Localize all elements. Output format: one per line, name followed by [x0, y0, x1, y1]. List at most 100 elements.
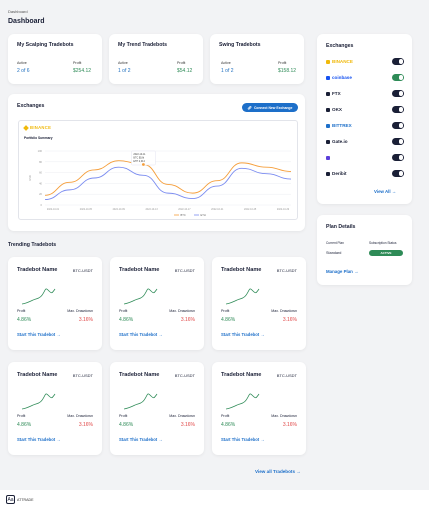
- exchange-row: coinbase: [326, 72, 404, 83]
- legend-label: BTC: [181, 213, 186, 217]
- view-all-exchanges-link[interactable]: View All →: [374, 189, 396, 194]
- exchange-row: Gate.io: [326, 136, 404, 147]
- tooltip-line: ETH 2,014: [133, 160, 145, 163]
- x-tick-label: 2022-10-25: [244, 208, 257, 211]
- start-tradebot-link[interactable]: Start This Tradebot →: [221, 332, 265, 337]
- tradebot-pair: BTC-USDT: [276, 373, 297, 378]
- active-value: 1 of 2: [118, 68, 131, 74]
- exchange-toggle[interactable]: [392, 90, 404, 97]
- arrow-right-icon: →: [56, 332, 61, 337]
- profit-value: $158.12: [278, 68, 297, 74]
- drawdown-value: 3.16%: [78, 422, 93, 428]
- summary-card-trend[interactable]: My Trend Tradebots Active Profit 1 of 2 …: [109, 34, 203, 84]
- profit-label: Profit: [177, 61, 186, 65]
- exchange-toggle[interactable]: [392, 106, 404, 113]
- exchange-name: OKX: [332, 107, 342, 112]
- y-tick-label: 100: [38, 149, 43, 153]
- subscription-status-label: Subscription Status: [369, 241, 397, 245]
- drawdown-label: Max. Drawdown: [67, 309, 93, 313]
- tradebot-pair: BTC-USDT: [174, 268, 195, 273]
- profit-value: 4.86%: [17, 422, 32, 428]
- tradebot-sparkline: [124, 393, 158, 410]
- exchange-icon: [326, 155, 330, 160]
- binance-logo: BINANCE: [23, 124, 51, 131]
- tooltip-marker: [142, 163, 145, 166]
- exchange-icon: [326, 139, 330, 144]
- connect-new-exchange-button[interactable]: 🔗︎ Connect New Exchange: [242, 103, 298, 112]
- footer: Aa ATTRADE: [0, 490, 429, 512]
- summary-card-swing[interactable]: Swing Tradebots Active Profit 1 of 2 $15…: [210, 34, 304, 84]
- start-tradebot-link[interactable]: Start This Tradebot →: [17, 437, 61, 442]
- exchange-toggle[interactable]: [392, 154, 404, 161]
- arrow-right-icon: →: [158, 332, 163, 337]
- view-all-label: View All: [374, 189, 391, 194]
- profit-label: Profit: [73, 61, 82, 65]
- start-tradebot-label: Start This Tradebot: [17, 437, 56, 442]
- x-tick-label: 2022-10-17: [178, 208, 191, 211]
- start-tradebot-link[interactable]: Start This Tradebot →: [119, 332, 163, 337]
- x-tick-label: 2022-10-01: [47, 208, 60, 211]
- profit-label: Profit: [278, 61, 287, 65]
- manage-plan-link[interactable]: Manage Plan →: [326, 269, 358, 274]
- tradebot-name: Tradebot Name: [221, 267, 262, 273]
- series-line-btc: [44, 160, 292, 196]
- exchange-toggle[interactable]: [392, 122, 404, 129]
- exchange-logo: FTX: [326, 91, 341, 96]
- exchange-row: OKX: [326, 104, 404, 115]
- breadcrumb: Dashboard: [8, 9, 28, 14]
- x-tick-label: 2022-10-05: [80, 208, 93, 211]
- series-line-eth: [44, 166, 292, 201]
- start-tradebot-link[interactable]: Start This Tradebot →: [221, 437, 265, 442]
- profit-value: 4.86%: [119, 317, 134, 323]
- current-plan-label: Current Plan: [326, 241, 344, 245]
- exchange-icon: [326, 107, 330, 112]
- exchange-name: FTX: [332, 91, 341, 96]
- x-tick-label: 2022-10-13: [145, 208, 158, 211]
- tradebot-card[interactable]: Tradebot Name BTC-USDT Profit Max. Drawdown…: [110, 257, 204, 350]
- tooltip-line: BTC $18k: [133, 157, 144, 160]
- tradebot-pair: BTC-USDT: [72, 268, 93, 273]
- tradebot-name: Tradebot Name: [119, 372, 160, 378]
- exchange-row: [326, 152, 404, 163]
- tradebot-card[interactable]: Tradebot Name BTC-USDT Profit Max. Drawdown…: [110, 362, 204, 455]
- start-tradebot-link[interactable]: Start This Tradebot →: [17, 332, 61, 337]
- exchange-row: BINANCE: [326, 56, 404, 67]
- tradebot-card[interactable]: Tradebot Name BTC-USDT Profit Max. Drawdown…: [8, 362, 102, 455]
- exchange-icon: [326, 75, 330, 80]
- tradebot-name: Tradebot Name: [119, 267, 160, 273]
- drawdown-label: Max. Drawdown: [271, 414, 297, 418]
- exchange-row: Deribit: [326, 168, 404, 179]
- exchange-icon: [326, 59, 330, 64]
- exchange-logo: BINANCE: [326, 59, 353, 64]
- tradebot-card[interactable]: Tradebot Name BTC-USDT Profit Max. Drawdown…: [8, 257, 102, 350]
- exchange-icon: [326, 123, 330, 128]
- drawdown-label: Max. Drawdown: [271, 309, 297, 313]
- arrow-right-icon: →: [260, 332, 265, 337]
- view-all-tradebots-link[interactable]: View all Tradebots →: [255, 469, 301, 474]
- tradebot-name: Tradebot Name: [17, 267, 58, 273]
- exchange-toggle[interactable]: [392, 74, 404, 81]
- exchange-toggle[interactable]: [392, 58, 404, 65]
- start-tradebot-link[interactable]: Start This Tradebot →: [119, 437, 163, 442]
- start-tradebot-label: Start This Tradebot: [17, 332, 56, 337]
- tradebot-sparkline: [226, 288, 260, 305]
- start-tradebot-label: Start This Tradebot: [119, 437, 158, 442]
- exchange-toggle[interactable]: [392, 138, 404, 145]
- exchange-name: Gate.io: [332, 139, 348, 144]
- summary-card-title: My Scalping Tradebots: [17, 42, 74, 48]
- exchange-toggle[interactable]: [392, 170, 404, 177]
- drawdown-label: Max. Drawdown: [169, 309, 195, 313]
- tradebot-card[interactable]: Tradebot Name BTC-USDT Profit Max. Drawdown…: [212, 362, 306, 455]
- exchanges-panel-title: Exchanges: [17, 103, 45, 109]
- tradebot-card[interactable]: Tradebot Name BTC-USDT Profit Max. Drawdown…: [212, 257, 306, 350]
- exchange-icon: [326, 171, 330, 176]
- active-label: Active: [17, 61, 27, 65]
- drawdown-label: Max. Drawdown: [67, 414, 93, 418]
- profit-label: Profit: [17, 309, 26, 313]
- summary-card-scalping[interactable]: My Scalping Tradebots Active Profit 2 of…: [8, 34, 102, 84]
- active-value: 1 of 2: [221, 68, 234, 74]
- legend-label: ETH: [201, 213, 206, 217]
- profit-value: 4.86%: [221, 422, 236, 428]
- tradebot-sparkline: [226, 393, 260, 410]
- drawdown-value: 3.16%: [180, 317, 195, 323]
